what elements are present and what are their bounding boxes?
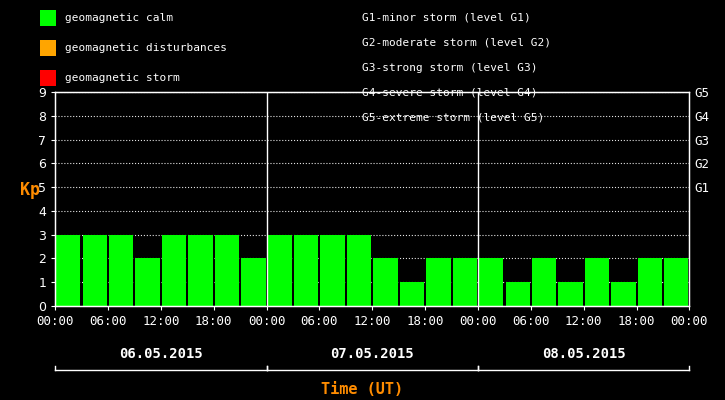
Text: 06.05.2015: 06.05.2015 xyxy=(119,347,203,361)
Text: Time (UT): Time (UT) xyxy=(321,382,404,398)
Y-axis label: Kp: Kp xyxy=(20,181,40,199)
Bar xyxy=(320,235,345,306)
Bar xyxy=(373,258,397,306)
Bar xyxy=(505,282,530,306)
Bar xyxy=(294,235,318,306)
Bar xyxy=(638,258,662,306)
Bar xyxy=(532,258,556,306)
Bar xyxy=(347,235,371,306)
Text: G3-strong storm (level G3): G3-strong storm (level G3) xyxy=(362,63,538,73)
Text: G4-severe storm (level G4): G4-severe storm (level G4) xyxy=(362,88,538,98)
Bar xyxy=(241,258,265,306)
Bar xyxy=(56,235,80,306)
Bar xyxy=(558,282,583,306)
Bar xyxy=(479,258,503,306)
Text: G1-minor storm (level G1): G1-minor storm (level G1) xyxy=(362,13,531,23)
Text: G2-moderate storm (level G2): G2-moderate storm (level G2) xyxy=(362,38,552,48)
Bar xyxy=(585,258,609,306)
Bar xyxy=(399,282,424,306)
Text: 08.05.2015: 08.05.2015 xyxy=(542,347,626,361)
Bar xyxy=(188,235,212,306)
Text: geomagnetic calm: geomagnetic calm xyxy=(65,13,173,23)
Text: geomagnetic storm: geomagnetic storm xyxy=(65,73,179,83)
Bar xyxy=(452,258,477,306)
Bar xyxy=(109,235,133,306)
Bar xyxy=(426,258,450,306)
Text: G5-extreme storm (level G5): G5-extreme storm (level G5) xyxy=(362,112,544,122)
Bar xyxy=(83,235,107,306)
Bar xyxy=(664,258,689,306)
Text: geomagnetic disturbances: geomagnetic disturbances xyxy=(65,43,226,53)
Text: 07.05.2015: 07.05.2015 xyxy=(331,347,414,361)
Bar xyxy=(215,235,239,306)
Bar xyxy=(611,282,636,306)
Bar xyxy=(136,258,160,306)
Bar xyxy=(162,235,186,306)
Bar xyxy=(268,235,292,306)
